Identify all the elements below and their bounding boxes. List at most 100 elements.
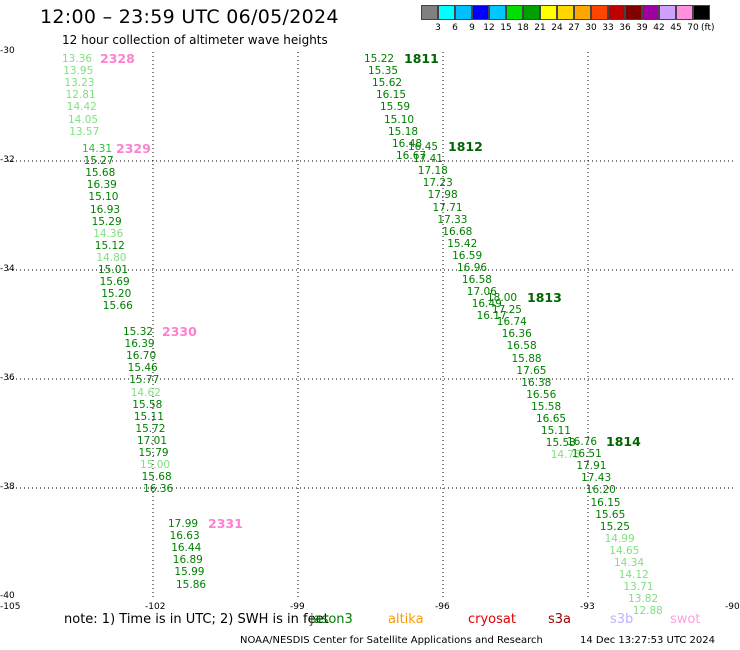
wave-height-value: 15.20 <box>101 288 132 301</box>
scale-swatch <box>438 5 455 20</box>
wave-height-value: 13.36 <box>62 53 93 65</box>
wave-height-value: 15.42 <box>447 237 478 250</box>
wave-height-value: 13.82 <box>628 593 659 606</box>
wave-height-value: 15.22 <box>364 53 395 65</box>
wave-height-value: 15.62 <box>372 77 403 90</box>
scale-swatch <box>676 5 693 20</box>
wave-height-value: 16.58 <box>506 340 537 353</box>
scale-tick-label: 70 <box>687 23 699 33</box>
wave-height-value: 16.56 <box>526 388 557 401</box>
wave-height-value: 16.89 <box>172 554 203 567</box>
scale-tick-label: 12 <box>483 23 495 33</box>
wave-height-value: 15.00 <box>140 459 171 472</box>
scale-tick-label: 6 <box>452 23 458 33</box>
wave-height-value: 15.68 <box>85 167 116 180</box>
wave-height-value: 13.23 <box>64 77 95 90</box>
scale-swatch <box>506 5 523 20</box>
scale-swatch <box>591 5 608 20</box>
wave-height-value: 17.33 <box>437 213 468 226</box>
wave-height-value: 16.17 <box>476 310 507 323</box>
wave-height-value: 16.58 <box>461 274 492 287</box>
wave-height-value: 13.95 <box>63 65 94 78</box>
wave-height-value: 15.53 <box>545 437 576 450</box>
wave-height-value: 15.72 <box>135 422 166 435</box>
wave-height-value: 17.43 <box>581 472 612 485</box>
scale-swatch <box>472 5 489 20</box>
latitude-tick-label: -34 <box>0 264 15 274</box>
wave-height-value: 15.25 <box>599 520 630 533</box>
wave-height-value: 14.36 <box>93 227 124 240</box>
wave-height-value: 15.79 <box>138 447 169 459</box>
wave-height-value: 15.59 <box>380 101 411 114</box>
wave-height-value: 15.11 <box>540 425 571 438</box>
wave-height-value: 16.39 <box>124 338 155 351</box>
wave-height-value: 15.86 <box>176 578 207 591</box>
scale-tick-label: 36 <box>619 23 631 33</box>
pass-number-label: 2331 <box>208 516 243 531</box>
satellite-legend-item: swot <box>670 612 701 627</box>
scale-tick-label: 30 <box>585 23 597 33</box>
footer-timestamp: 14 Dec 13:27:53 UTC 2024 <box>580 635 715 646</box>
scale-swatch <box>693 5 710 20</box>
satellite-legend-item: altika <box>388 612 424 627</box>
scale-tick-label: 9 <box>469 23 475 33</box>
wave-height-value: 17.99 <box>168 518 199 530</box>
scale-swatch <box>489 5 506 20</box>
wave-height-value: 14.05 <box>68 113 99 126</box>
latitude-tick-label: -40 <box>0 591 15 601</box>
wave-height-value: 15.58 <box>531 400 562 413</box>
wave-height-value: 16.15 <box>376 89 407 102</box>
wave-height-value: 15.32 <box>123 326 154 338</box>
footer-credit: NOAA/NESDIS Center for Satellite Applica… <box>240 635 543 646</box>
wave-height-value: 14.99 <box>604 532 635 545</box>
wave-height-value: 15.01 <box>98 264 129 276</box>
scale-tick-label: 24 <box>551 23 563 33</box>
scale-tick-label: 18 <box>517 23 529 33</box>
wave-height-value: 15.46 <box>127 362 158 375</box>
wave-height-value: 15.66 <box>102 300 133 313</box>
wave-height-value: 17.18 <box>417 165 448 178</box>
wave-height-value: 13.57 <box>69 125 100 138</box>
longitude-tick-label: -93 <box>580 602 595 612</box>
wave-height-value: 15.35 <box>368 65 399 78</box>
scale-swatch <box>540 5 557 20</box>
wave-height-value: 17.23 <box>422 177 453 190</box>
wave-height-value: 16.63 <box>169 530 200 543</box>
wave-height-value: 16.96 <box>457 262 488 274</box>
wave-height-value: 16.15 <box>590 496 621 509</box>
wave-height-value: 15.27 <box>83 155 114 168</box>
scale-swatch <box>659 5 676 20</box>
wave-height-value: 17.65 <box>516 364 547 377</box>
pass-number-label: 1813 <box>527 290 562 305</box>
latitude-tick-label: -36 <box>0 373 15 383</box>
latitude-tick-label: -30 <box>0 46 15 56</box>
wave-height-value: 15.12 <box>94 239 125 252</box>
pass-number-label: 2328 <box>100 51 135 66</box>
scale-swatch <box>574 5 591 20</box>
scale-tick-label: 27 <box>568 23 580 33</box>
pass-number-label: 1811 <box>404 51 439 66</box>
scale-swatch <box>608 5 625 20</box>
scale-swatch <box>455 5 472 20</box>
longitude-tick-label: -105 <box>0 602 21 612</box>
scale-swatch <box>642 5 659 20</box>
wave-height-value: 12.81 <box>65 89 96 102</box>
wave-height-value: 15.99 <box>174 566 205 579</box>
wave-height-value: 16.74 <box>496 316 527 329</box>
wave-height-value: 16.68 <box>442 225 473 238</box>
wave-height-value: 16.36 <box>501 328 532 341</box>
wave-height-value: 16.49 <box>471 298 502 311</box>
pass-number-label: 2330 <box>162 324 197 339</box>
wave-height-value: 15.29 <box>91 215 122 228</box>
wave-height-value: 16.45 <box>408 141 439 153</box>
scale-tick-label: 39 <box>636 23 648 33</box>
longitude-tick-label: -102 <box>145 602 166 612</box>
wave-height-value: 16.59 <box>452 249 483 262</box>
wave-height-value: 14.12 <box>618 569 649 582</box>
wave-height-value: 16.48 <box>392 137 423 150</box>
wave-height-value: 15.10 <box>88 191 119 204</box>
scale-tick-label: 3 <box>435 23 441 33</box>
wave-height-value: 18.00 <box>487 292 518 304</box>
wave-height-value: 17.98 <box>427 189 458 202</box>
